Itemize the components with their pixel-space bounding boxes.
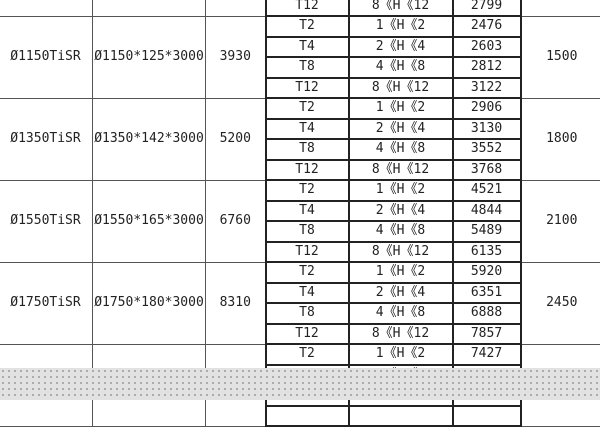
value-cell: 5920 xyxy=(453,262,521,283)
value-cell: 2603 xyxy=(453,37,521,58)
grade-cell: T4 xyxy=(266,283,349,304)
value-cell: 2906 xyxy=(453,98,521,119)
last-col-cell: 1800 xyxy=(521,98,600,180)
grade-cell: T12 xyxy=(266,324,349,345)
size-cell: Ø1550*165*3000 xyxy=(93,180,206,262)
size-cell: Ø1350*142*3000 xyxy=(93,98,206,180)
range-cell: 1《H《2 xyxy=(349,98,453,119)
range-cell: 8《H《12 xyxy=(349,160,453,181)
weight-cell: 8310 xyxy=(206,262,266,344)
table-row: T12 8《H《12 2799 xyxy=(0,0,600,16)
grade-cell: T12 xyxy=(266,160,349,181)
value-cell: 4844 xyxy=(453,201,521,222)
model-cell: Ø1750TiSR xyxy=(0,262,93,344)
weight-cell: 5200 xyxy=(206,98,266,180)
value-cell: 4521 xyxy=(453,180,521,201)
range-cell: 1《H《2 xyxy=(349,180,453,201)
range-cell: 4《H《8 xyxy=(349,221,453,242)
value-cell: 2476 xyxy=(453,16,521,37)
value-cell: 7427 xyxy=(453,344,521,365)
range-cell: 1《H《2 xyxy=(349,16,453,37)
range-cell xyxy=(349,406,453,427)
value-cell: 6135 xyxy=(453,242,521,263)
weight-cell: 6760 xyxy=(206,180,266,262)
grade-cell: T8 xyxy=(266,139,349,160)
range-cell: 8《H《12 xyxy=(349,0,453,16)
size-cell: Ø1150*125*3000 xyxy=(93,16,206,98)
table-row: Ø1950TiSRØ1950*195*300010000T21《H《274273… xyxy=(0,344,600,365)
model-cell: Ø1550TiSR xyxy=(0,180,93,262)
grade-cell: T4 xyxy=(266,119,349,140)
range-cell: 4《H《8 xyxy=(349,303,453,324)
value-cell: 7857 xyxy=(453,324,521,345)
range-cell: 2《H《4 xyxy=(349,119,453,140)
grade-cell: T8 xyxy=(266,303,349,324)
value-cell xyxy=(453,406,521,427)
grade-cell: T12 xyxy=(266,78,349,99)
value-cell: 3552 xyxy=(453,139,521,160)
range-cell: 2《H《4 xyxy=(349,283,453,304)
grade-cell: T2 xyxy=(266,262,349,283)
grade-cell: T2 xyxy=(266,16,349,37)
range-cell: 1《H《2 xyxy=(349,344,453,365)
value-cell: 5489 xyxy=(453,221,521,242)
range-cell: 2《H《4 xyxy=(349,201,453,222)
value-cell: 3768 xyxy=(453,160,521,181)
range-cell: 8《H《12 xyxy=(349,242,453,263)
grade-cell: T12 xyxy=(266,0,349,16)
grade-cell: T4 xyxy=(266,37,349,58)
range-cell: 4《H《8 xyxy=(349,139,453,160)
grade-cell: T8 xyxy=(266,221,349,242)
dotted-overlay xyxy=(0,368,600,400)
size-cell: Ø1750*180*3000 xyxy=(93,262,206,344)
grade-cell: T2 xyxy=(266,98,349,119)
grade-cell: T12 xyxy=(266,242,349,263)
last-col-cell: 2450 xyxy=(521,262,600,344)
value-cell: 6888 xyxy=(453,303,521,324)
range-cell: 1《H《2 xyxy=(349,262,453,283)
grade-cell: T2 xyxy=(266,344,349,365)
model-cell: Ø1150TiSR xyxy=(0,16,93,98)
value-cell: 2812 xyxy=(453,57,521,78)
grade-cell: T4 xyxy=(266,201,349,222)
last-col-cell: 1500 xyxy=(521,16,600,98)
value-cell: 2799 xyxy=(453,0,521,16)
grade-cell xyxy=(266,406,349,427)
range-cell: 2《H《4 xyxy=(349,37,453,58)
grade-cell: T2 xyxy=(266,180,349,201)
grade-cell: T8 xyxy=(266,57,349,78)
value-cell: 3130 xyxy=(453,119,521,140)
weight-cell: 3930 xyxy=(206,16,266,98)
last-col-cell: 2100 xyxy=(521,180,600,262)
range-cell: 8《H《12 xyxy=(349,324,453,345)
model-cell: Ø1350TiSR xyxy=(0,98,93,180)
range-cell: 4《H《8 xyxy=(349,57,453,78)
range-cell: 8《H《12 xyxy=(349,78,453,99)
value-cell: 3122 xyxy=(453,78,521,99)
value-cell: 6351 xyxy=(453,283,521,304)
